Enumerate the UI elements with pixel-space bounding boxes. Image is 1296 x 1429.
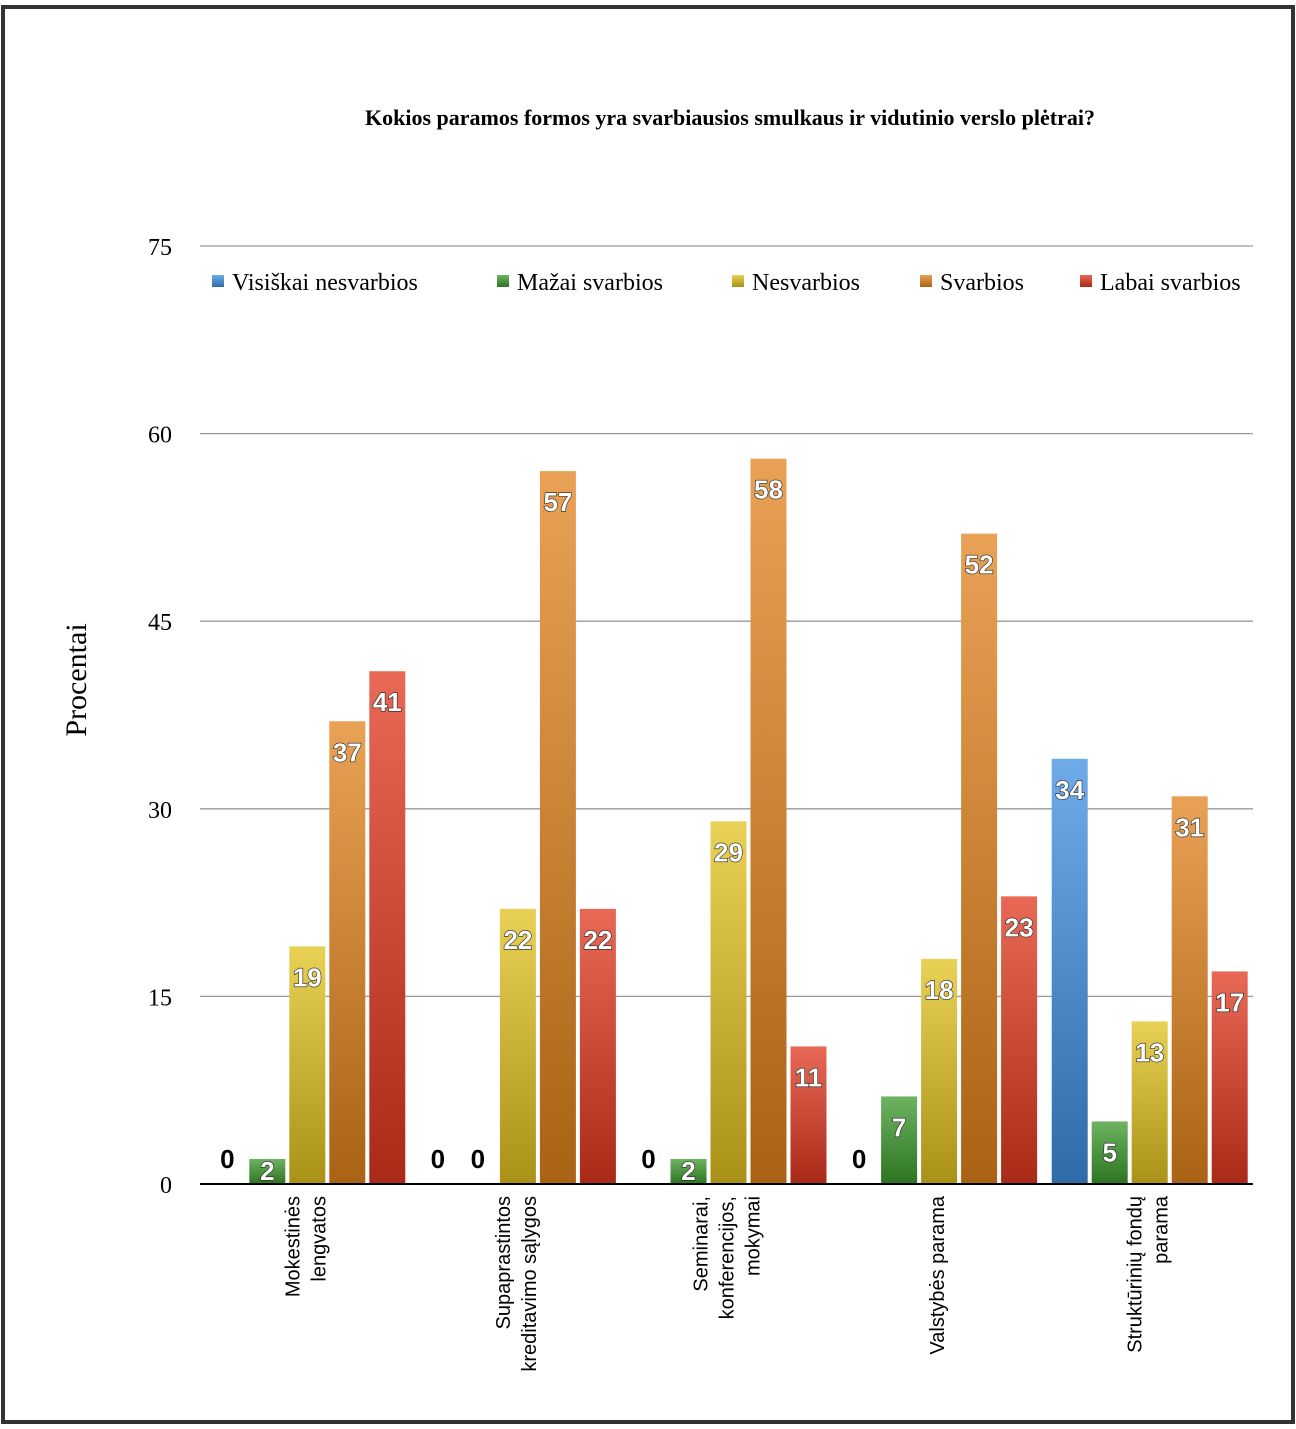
bar [1171,796,1208,1184]
x-tick-label: Mokestinės lengvatos [282,1196,330,1297]
x-tick-label: Struktūrinių fondų parama [1125,1195,1173,1353]
data-label: 17 [1215,987,1244,1017]
legend-swatch [920,275,932,287]
data-label: 7 [892,1112,906,1142]
legend-label: Svarbios [940,270,1024,296]
bar [329,721,366,1184]
data-label: 58 [754,475,783,505]
data-label: 57 [543,487,572,517]
y-tick-label: 60 [148,423,172,449]
bar [289,946,326,1184]
legend-label: Nesvarbios [752,270,860,296]
data-label: 18 [925,975,954,1005]
data-label: 37 [333,737,362,767]
bar [961,533,998,1184]
bar [750,458,787,1184]
data-label: 0 [220,1144,234,1174]
data-label: 22 [583,925,612,955]
bar [249,1158,286,1184]
data-label: 23 [1005,912,1034,942]
x-tick-label: Seminarai, konferencijos, mokymai [691,1196,765,1319]
legend-swatch [212,275,224,287]
bars [249,458,1248,1184]
x-tick-label: Valstybės parama [927,1195,949,1354]
bar [881,1096,918,1184]
y-tick-label: 30 [148,798,172,824]
bar [790,1046,827,1184]
data-label: 29 [714,837,743,867]
data-label: 0 [852,1144,866,1174]
data-label: 34 [1055,775,1084,805]
y-axis-label: Procentai [60,623,93,736]
legend-swatch [1080,275,1092,287]
bar [1211,971,1248,1184]
bar [369,671,406,1184]
data-label: 0 [431,1144,445,1174]
y-tick-label: 0 [160,1173,172,1199]
bar [1091,1121,1128,1184]
data-label: 11 [795,1062,823,1092]
legend-label: Mažai svarbios [517,270,663,296]
bar [579,908,616,1184]
chart-title: Kokios paramos formos yra svarbiausios s… [365,105,1095,130]
y-tick-label: 75 [148,235,172,261]
y-tick-label: 15 [148,985,172,1011]
data-label: 5 [1102,1137,1116,1167]
x-tick-label: Supaprastintos kreditavimo sąlygos [493,1196,541,1372]
data-label: 0 [641,1144,655,1174]
data-label: 52 [965,550,994,580]
legend-label: Labai svarbios [1100,270,1241,296]
chart-border [1,5,1295,1424]
bar [710,821,747,1184]
axes: Mokestinės lengvatos Supaprastintos kredita… [200,1183,1253,1372]
bar [1051,758,1088,1184]
data-label: 31 [1175,812,1204,842]
data-label: 0 [471,1144,485,1174]
bar [539,471,576,1184]
bar [499,908,536,1184]
data-label: 2 [260,1156,274,1186]
legend-label: Visiškai nesvarbios [232,270,418,296]
bar [1001,896,1038,1184]
data-label: 22 [503,925,532,955]
legend: Visiškai nesvarbios Mažai svarbios Nesvarb… [212,270,1241,296]
y-tick-label: 45 [148,610,172,636]
data-label: 13 [1135,1037,1164,1067]
bar [1131,1021,1168,1184]
bar [670,1158,707,1184]
legend-swatch [497,275,509,287]
bar [921,958,958,1184]
data-label: 41 [373,687,402,717]
data-label: 2 [681,1156,695,1186]
data-label: 19 [293,962,322,992]
legend-swatch [732,275,744,287]
